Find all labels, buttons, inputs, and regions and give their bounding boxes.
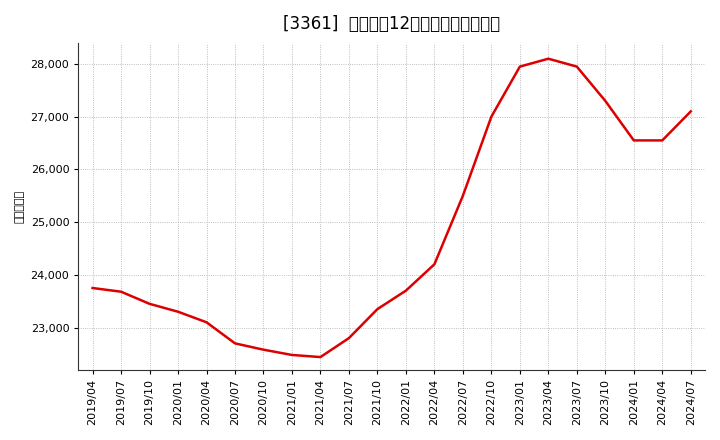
Y-axis label: （百万円）: （百万円） [15, 190, 25, 223]
Title: [3361]  売上高の12か月移動合計の推移: [3361] 売上高の12か月移動合計の推移 [283, 15, 500, 33]
